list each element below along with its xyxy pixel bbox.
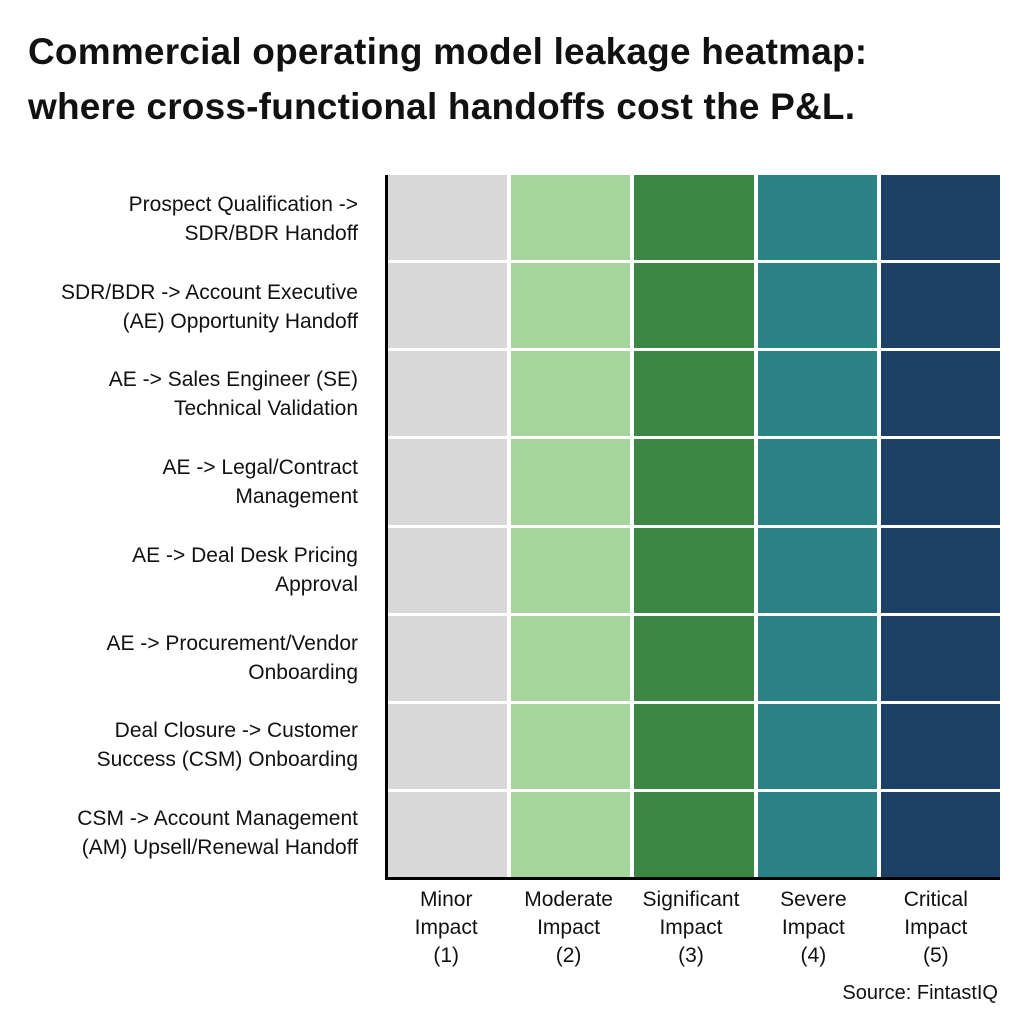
heatmap-cell (388, 791, 508, 877)
row-label: AE -> Deal Desk Pricing Approval (132, 543, 358, 596)
heatmap-cell (634, 351, 754, 437)
heatmap-cell (634, 439, 754, 525)
heatmap-cell (388, 439, 508, 525)
heatmap-cell (511, 791, 631, 877)
heatmap-cell (880, 703, 1000, 789)
column-label: Minor Impact (1) (414, 888, 478, 967)
chart-title: Commercial operating model leakage heatm… (28, 24, 867, 134)
heatmap-cell (757, 615, 877, 701)
heatmap-cell (880, 439, 1000, 525)
heatmap-cell (511, 263, 631, 349)
heatmap-cell (388, 615, 508, 701)
heatmap-cell (757, 703, 877, 789)
row-label: AE -> Procurement/Vendor Onboarding (106, 631, 358, 684)
heatmap-cell (634, 175, 754, 261)
column-label: Severe Impact (4) (780, 888, 847, 967)
heatmap-cell (757, 175, 877, 261)
column-label: Critical Impact (5) (903, 888, 968, 967)
heatmap-cell (757, 527, 877, 613)
heatmap-cell (880, 263, 1000, 349)
heatmap-cell (388, 263, 508, 349)
column-label: Significant Impact (3) (642, 888, 740, 967)
heatmap-cell (757, 263, 877, 349)
row-label: AE -> Sales Engineer (SE) Technical Valid… (108, 368, 358, 421)
plot-area (385, 175, 1000, 880)
heatmap-cell (511, 615, 631, 701)
heatmap-cell (511, 703, 631, 789)
row-label: Prospect Qualification -> SDR/BDR Handoff (128, 192, 358, 245)
heatmap-grid (388, 175, 1000, 877)
heatmap-cell (634, 615, 754, 701)
y-axis-labels: Prospect Qualification -> SDR/BDR Handoff… (0, 175, 372, 877)
heatmap-cell (880, 791, 1000, 877)
heatmap-cell (511, 351, 631, 437)
heatmap-cell (880, 175, 1000, 261)
heatmap-cell (511, 527, 631, 613)
row-label: CSM -> Account Management (AM) Upsell/Ren… (77, 807, 358, 860)
heatmap-cell (634, 703, 754, 789)
heatmap-cell (757, 351, 877, 437)
heatmap-cell (880, 615, 1000, 701)
row-label: Deal Closure -> Customer Success (CSM) On… (96, 719, 358, 772)
heatmap-cell (757, 791, 877, 877)
row-label: SDR/BDR -> Account Executive (AE) Opportu… (60, 280, 358, 333)
chart-title-line2: where cross-functional handoffs cost the… (28, 86, 856, 127)
column-label: Moderate Impact (2) (524, 888, 613, 967)
heatmap-cell (757, 439, 877, 525)
heatmap-cell (634, 791, 754, 877)
heatmap-cell (388, 175, 508, 261)
heatmap-cell (511, 175, 631, 261)
heatmap-cell (388, 703, 508, 789)
heatmap-cell (388, 527, 508, 613)
source-label: Source: FintastIQ (842, 982, 998, 1004)
heatmap-cell (880, 527, 1000, 613)
heatmap-cell (388, 351, 508, 437)
heatmap-cell (634, 527, 754, 613)
chart-title-line1: Commercial operating model leakage heatm… (28, 31, 868, 72)
heatmap-cell (634, 263, 754, 349)
heatmap-cell (880, 351, 1000, 437)
row-label: AE -> Legal/Contract Management (162, 456, 358, 509)
heatmap-cell (511, 439, 631, 525)
x-axis-labels: Minor Impact (1) Moderate Impact (2) Significa… (385, 886, 997, 970)
